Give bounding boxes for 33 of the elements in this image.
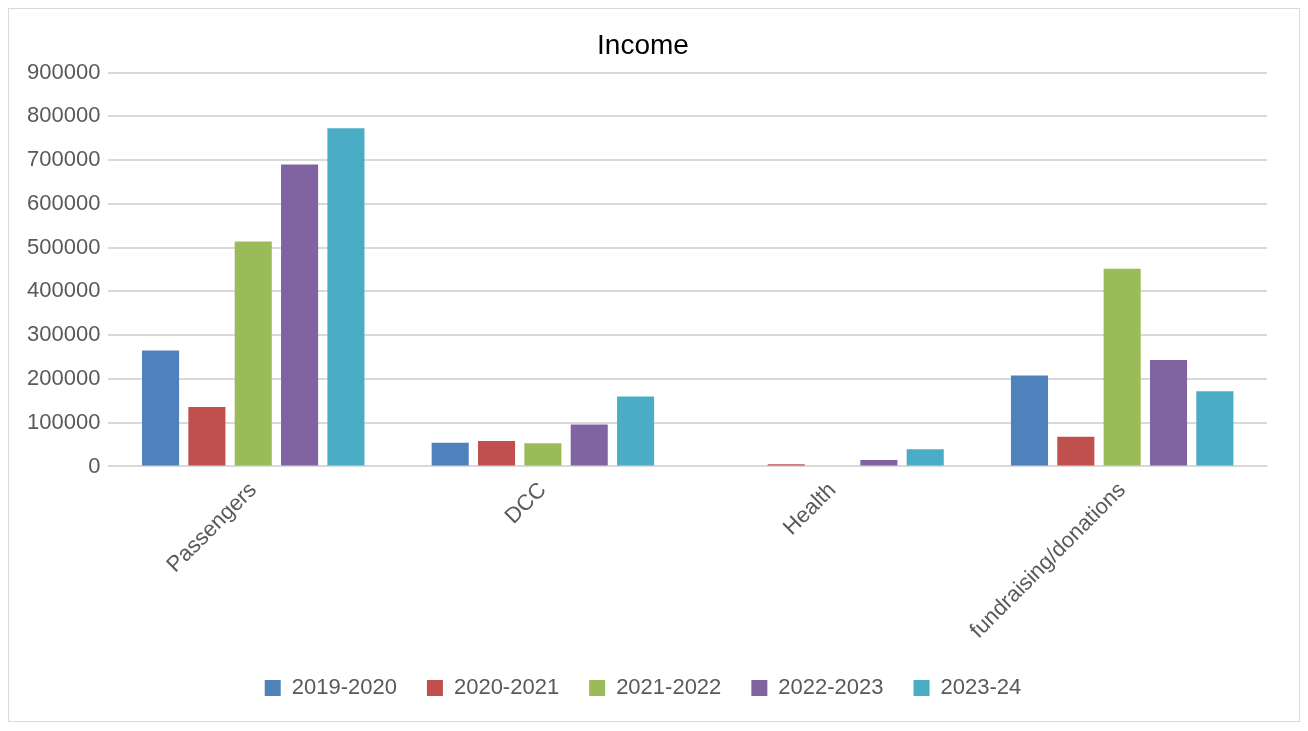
y-tick-label: 900000 [26, 58, 101, 84]
y-tick-label: 200000 [26, 364, 101, 390]
bar [234, 241, 272, 466]
bar [1149, 360, 1188, 466]
legend-label: 2020-2021 [453, 674, 560, 700]
bar [860, 459, 898, 466]
y-tick-label: 0 [88, 452, 101, 478]
bar [142, 350, 180, 466]
chart-title: Income [597, 28, 689, 60]
y-tick-label: 500000 [26, 233, 101, 259]
y-tick-label: 400000 [26, 277, 101, 303]
bar [327, 128, 365, 466]
bar [1010, 375, 1049, 466]
legend-label: 2021-2022 [616, 674, 722, 700]
y-tick-label: 800000 [26, 102, 101, 128]
legend-label: 2023-24 [940, 674, 1022, 700]
legend-label: 2022-2023 [778, 674, 884, 700]
bar [431, 442, 469, 466]
bar [906, 449, 944, 466]
bar [1196, 391, 1234, 466]
bar [281, 164, 319, 466]
bar [617, 396, 655, 466]
bar [478, 441, 516, 466]
bar [524, 443, 562, 466]
bar [1057, 436, 1095, 466]
bar [570, 424, 608, 466]
y-tick-label: 300000 [26, 321, 101, 347]
bar [1103, 268, 1141, 466]
y-tick-label: 100000 [26, 408, 101, 434]
y-tick-label: 700000 [26, 146, 101, 172]
bar [188, 406, 226, 466]
y-tick-label: 600000 [26, 189, 101, 215]
legend-label: 2019-2020 [291, 674, 397, 700]
